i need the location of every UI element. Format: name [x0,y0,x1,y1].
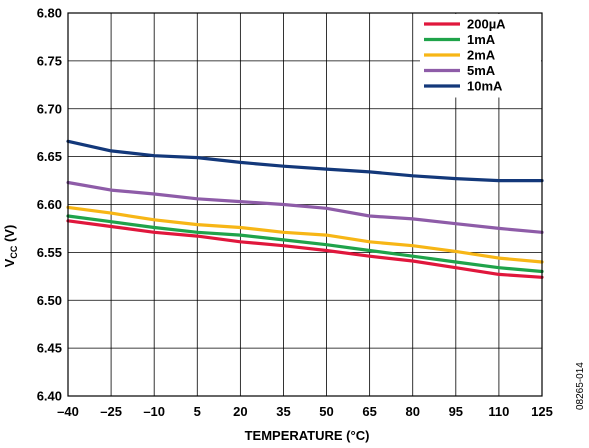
x-tick-label: 50 [319,404,333,419]
y-tick-label: 6.60 [37,197,62,212]
legend-label: 2mA [467,48,496,63]
y-tick-labels: 6.40 6.45 6.50 6.55 6.60 6.65 6.70 6.75 6.80 [37,6,62,404]
x-tick-label: 110 [488,404,509,419]
x-tick-label: –10 [143,404,165,419]
y-tick-label: 6.40 [37,389,62,404]
series-line [66,205,544,264]
y-tick-label: 6.55 [37,245,62,260]
x-tick-label: 125 [531,404,553,419]
x-tick-labels: –40 –25 –10 5 20 35 50 65 80 95 110 125 [57,404,553,419]
x-tick-label: 20 [233,404,247,419]
legend-label: 1mA [467,32,496,47]
y-tick-label: 6.50 [37,293,62,308]
series-layer [66,139,544,279]
y-axis-title-sub: CC [9,245,19,258]
series-line [66,219,544,279]
legend-label: 200µA [467,17,506,32]
x-tick-label: –40 [57,404,79,419]
plot-frame [67,12,543,397]
y-axis-title-main: V [2,258,17,267]
x-tick-label: 95 [449,404,463,419]
legend-label: 5mA [467,63,496,78]
y-axis-title-unit: (V) [2,225,17,246]
y-tick-label: 6.80 [37,6,62,21]
y-tick-label: 6.70 [37,101,62,116]
x-tick-label: 5 [194,404,201,419]
legend-label: 10mA [467,79,503,94]
y-tick-label: 6.45 [37,341,62,356]
x-tick-label: 65 [362,404,376,419]
x-tick-label: 80 [405,404,419,419]
series-line [66,139,544,183]
x-tick-label: –25 [100,404,122,419]
x-tick-label: 35 [276,404,290,419]
x-axis-title: TEMPERATURE (°C) [245,428,370,443]
y-axis-title: VCC (V) [2,225,19,268]
series-line [66,214,544,274]
y-tick-label: 6.65 [37,149,62,164]
figure-id: 08265-014 [575,362,586,410]
series-line [66,180,544,234]
svg-text:VCC (V): VCC (V) [2,225,19,268]
y-tick-label: 6.75 [37,53,62,68]
